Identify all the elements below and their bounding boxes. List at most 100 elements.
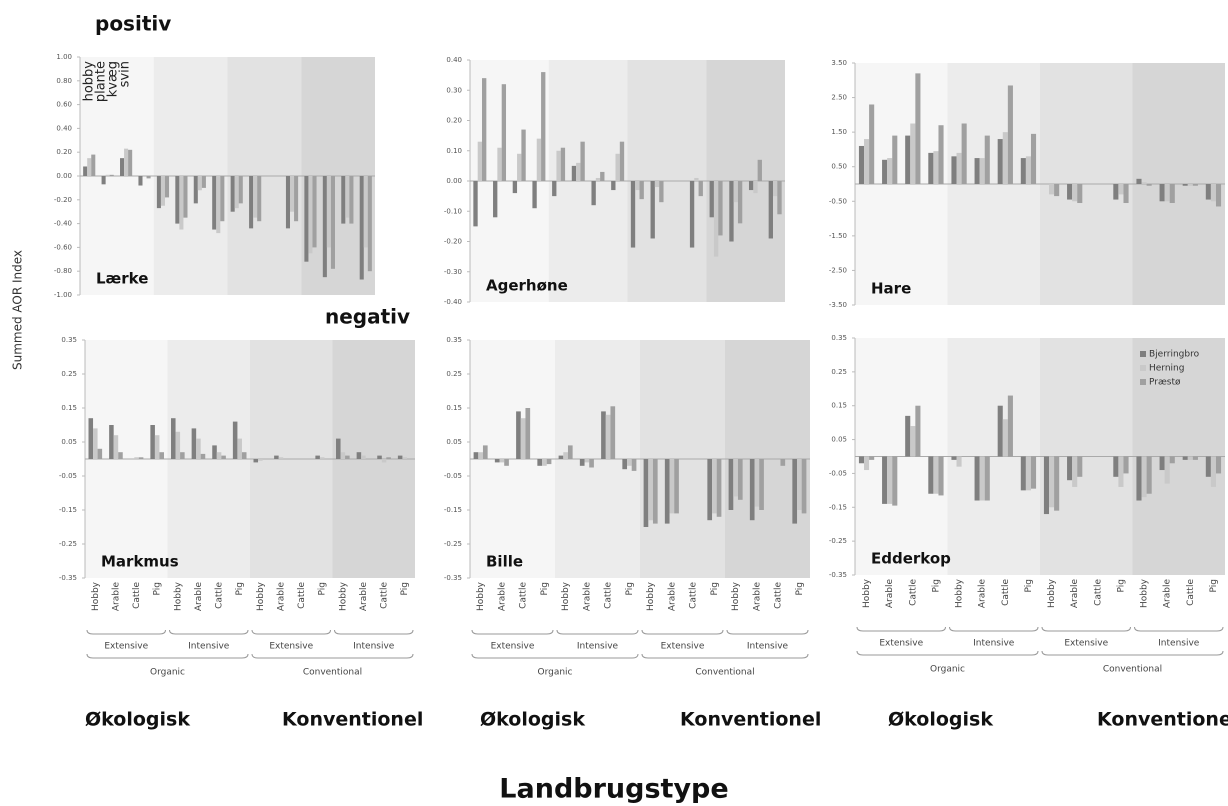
bar (600, 172, 604, 181)
bar (159, 452, 164, 459)
y-tick-label: 0.25 (446, 370, 462, 378)
y-tick-label: -1.50 (829, 232, 847, 240)
bar (253, 176, 257, 218)
bar (864, 139, 869, 184)
bar (957, 153, 962, 184)
group-label: Extensive (879, 639, 923, 649)
bar (109, 425, 114, 459)
supergroup-label: Conventional (695, 668, 754, 678)
y-tick-label: -0.25 (59, 540, 77, 548)
bar (357, 452, 362, 459)
bar (521, 130, 525, 181)
bar (755, 459, 760, 507)
bar (1170, 457, 1175, 464)
x-tick-label: Hobby (476, 581, 486, 611)
bar (1113, 184, 1118, 200)
y-tick-label: 1.50 (831, 128, 847, 136)
footer-label: Økologisk (85, 709, 190, 731)
bar (749, 181, 753, 190)
y-tick-label: 0.05 (831, 436, 847, 444)
bar (980, 158, 985, 184)
bar (1054, 457, 1059, 511)
bar (502, 84, 506, 181)
chart-title: Edderkop (871, 550, 951, 568)
y-tick-label: -0.15 (444, 506, 462, 514)
y-tick-label: -0.80 (54, 267, 72, 275)
legend-label: Bjerringbro (1149, 350, 1200, 360)
bar (176, 432, 181, 459)
bar (632, 459, 637, 471)
bar (734, 181, 738, 202)
y-tick-label: -0.10 (444, 207, 462, 215)
x-tick-label: Arable (194, 582, 204, 612)
bar (1118, 457, 1123, 487)
bar (738, 181, 742, 223)
footer-label: Konventionel (680, 709, 821, 731)
bar (1003, 419, 1008, 456)
bar (1123, 184, 1128, 203)
y-tick-label: -0.30 (444, 268, 462, 276)
group-bracket (472, 630, 553, 634)
y-tick-label: 0.20 (56, 148, 72, 156)
x-tick-label: Cattle (604, 582, 614, 609)
x-tick-label: Arable (978, 579, 988, 609)
supergroup-label: Conventional (303, 668, 362, 678)
group-bracket (557, 630, 638, 634)
y-tick-label: -0.05 (444, 472, 462, 480)
bar (525, 408, 530, 459)
bar (1183, 184, 1188, 186)
bar (194, 176, 198, 203)
bar (279, 457, 284, 459)
bar (707, 459, 712, 520)
y-tick-label: -0.60 (54, 243, 72, 251)
bar (869, 457, 874, 460)
bar (106, 175, 110, 176)
bar (1188, 184, 1193, 186)
x-tick-label: Pig (1024, 579, 1034, 592)
bar (537, 459, 542, 466)
y-tick-label: -2.50 (829, 266, 847, 274)
group-label: Extensive (104, 642, 148, 652)
bar (975, 158, 980, 184)
bar (563, 452, 568, 459)
y-tick-label: -0.15 (59, 506, 77, 514)
bar (750, 459, 755, 520)
x-tick-label: Arable (276, 582, 286, 612)
bar (217, 452, 222, 459)
x-tick-label: Pig (1209, 579, 1219, 592)
group-bracket (857, 627, 946, 631)
bar (985, 457, 990, 501)
y-tick-label: 0.15 (61, 404, 77, 412)
bar (905, 136, 910, 184)
bar (1216, 184, 1221, 206)
bar (360, 176, 364, 280)
bar (1147, 457, 1152, 494)
bar (780, 459, 785, 466)
bar (98, 449, 103, 459)
bar (368, 176, 372, 271)
chart-title: Agerhøne (486, 277, 568, 295)
bar (304, 176, 308, 262)
annotation: svin (118, 61, 133, 87)
bar (1118, 184, 1123, 194)
bar (882, 457, 887, 504)
bar (559, 456, 564, 459)
y-tick-label: 0.05 (61, 438, 77, 446)
y-tick-label: 0.80 (56, 77, 72, 85)
group-bracket (1135, 627, 1224, 631)
bar (985, 136, 990, 184)
bar (690, 181, 694, 248)
y-tick-label: -0.35 (59, 574, 77, 582)
bar (196, 439, 201, 459)
bar (474, 452, 479, 459)
bar (198, 176, 202, 190)
y-tick-label: 0.40 (446, 56, 462, 64)
bar (102, 176, 106, 184)
bar (797, 459, 802, 510)
legend-swatch (1140, 365, 1146, 371)
bar (239, 176, 243, 203)
legend-label: Præstø (1149, 378, 1181, 388)
x-tick-label: Pig (931, 579, 941, 592)
bar (120, 158, 124, 176)
bar (980, 457, 985, 501)
